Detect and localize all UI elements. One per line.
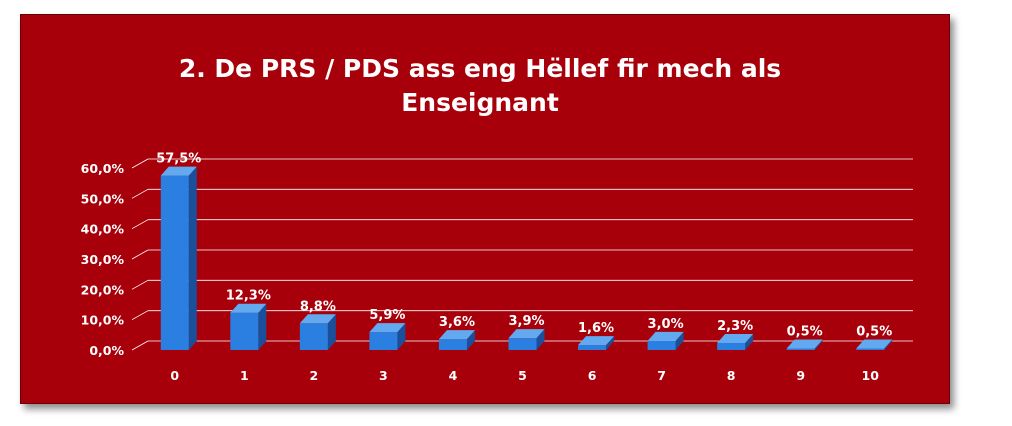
- category-label-5: 5: [518, 368, 527, 383]
- data-label-7: 3,0%: [648, 317, 684, 332]
- gridlines: [131, 158, 913, 351]
- gridline-depth-6: [131, 158, 149, 169]
- gridline-depth-4: [131, 219, 149, 230]
- category-label-8: 8: [727, 368, 736, 383]
- bar-front-7: [647, 340, 676, 350]
- bar-top-2: [299, 314, 336, 324]
- gridline-depth-5: [131, 188, 149, 199]
- gridline-depth-3: [131, 249, 149, 260]
- bar-9: [786, 339, 823, 350]
- bar-1: [230, 303, 267, 350]
- gridline-depth-0: [131, 340, 149, 351]
- bar-8: [717, 334, 754, 350]
- bar-top-0: [160, 166, 197, 176]
- data-label-5: 3,9%: [508, 314, 544, 329]
- bar-front-0: [160, 175, 189, 350]
- category-label-0: 0: [170, 368, 179, 383]
- bar-side-0: [188, 166, 197, 350]
- y-tick-label-5: 50,0%: [81, 191, 125, 206]
- category-label-2: 2: [310, 368, 319, 383]
- y-tick-label-6: 60,0%: [81, 161, 125, 176]
- gridline-depth-1: [131, 310, 149, 321]
- category-label-3: 3: [379, 368, 388, 383]
- bar-7: [647, 331, 684, 350]
- data-label-8: 2,3%: [717, 319, 753, 334]
- y-tick-label-0: 0,0%: [89, 343, 124, 358]
- bar-2: [299, 314, 336, 350]
- bar-side-2: [327, 314, 336, 350]
- bar-top-6: [578, 336, 615, 346]
- bar-front-10: [856, 348, 885, 350]
- data-label-1: 12,3%: [226, 289, 271, 304]
- chart-title: 2. De PRS / PDS ass eng Hëllef fir mech …: [0, 52, 960, 120]
- bar-top-5: [508, 329, 545, 339]
- data-labels: 57,5% 12,3% 8,8% 5,9% 3,6% 3,9% 1,6% 3,0% 2,3% 0,…: [156, 152, 892, 340]
- data-label-4: 3,6%: [439, 315, 475, 330]
- bar-front-9: [786, 348, 815, 350]
- bar-top-10: [856, 339, 893, 349]
- y-tick-label-1: 10,0%: [81, 313, 125, 328]
- bar-top-1: [230, 303, 267, 313]
- bar-10: [856, 339, 893, 350]
- chart-title-line-2: Enseignant: [401, 88, 559, 117]
- chart-title-line-1: 2. De PRS / PDS ass eng Hëllef fir mech …: [178, 54, 782, 83]
- bars: [160, 166, 893, 350]
- bar-0: [160, 166, 197, 350]
- bar-top-9: [786, 339, 823, 349]
- bar-side-8: [745, 334, 754, 350]
- bar-5: [508, 329, 545, 350]
- bar-front-1: [230, 312, 259, 350]
- category-label-7: 7: [657, 368, 666, 383]
- data-label-9: 0,5%: [787, 324, 823, 339]
- bar-side-6: [606, 336, 615, 350]
- y-tick-label-3: 30,0%: [81, 252, 125, 267]
- bar-front-5: [508, 338, 537, 350]
- data-label-6: 1,6%: [578, 321, 614, 336]
- bar-top-7: [647, 331, 684, 341]
- bar-side-5: [536, 329, 545, 350]
- bar-front-4: [438, 339, 467, 350]
- bar-side-4: [466, 330, 475, 350]
- data-label-0: 57,5%: [156, 152, 201, 167]
- x-axis-category-labels: 0 1 2 3 4 5 6 7 8 9 10: [170, 368, 879, 383]
- bar-6: [578, 336, 615, 350]
- bar-front-6: [578, 345, 607, 350]
- category-label-10: 10: [862, 368, 880, 383]
- data-label-10: 0,5%: [856, 324, 892, 339]
- category-label-9: 9: [796, 368, 805, 383]
- category-label-1: 1: [240, 368, 249, 383]
- bar-side-9: [814, 339, 823, 350]
- gridline-depth-2: [131, 279, 149, 290]
- bar-front-8: [717, 343, 746, 350]
- bar-side-7: [675, 331, 684, 350]
- bar-3: [369, 323, 406, 350]
- bar-top-4: [438, 330, 475, 340]
- bar-top-3: [369, 323, 406, 333]
- y-tick-label-4: 40,0%: [81, 222, 125, 237]
- bar-front-2: [299, 323, 328, 350]
- category-label-6: 6: [588, 368, 597, 383]
- bar-side-10: [884, 339, 893, 350]
- y-axis-tick-labels: 0,0% 10,0% 20,0% 30,0% 40,0% 50,0% 60,0%: [81, 161, 125, 358]
- y-tick-label-2: 20,0%: [81, 282, 125, 297]
- bar-side-3: [397, 323, 406, 350]
- category-label-4: 4: [449, 368, 458, 383]
- bar-front-3: [369, 332, 398, 350]
- bar-side-1: [258, 303, 267, 350]
- bar-top-8: [717, 334, 754, 344]
- bar-4: [438, 330, 475, 350]
- data-label-3: 5,9%: [369, 308, 405, 323]
- data-label-2: 8,8%: [300, 299, 336, 314]
